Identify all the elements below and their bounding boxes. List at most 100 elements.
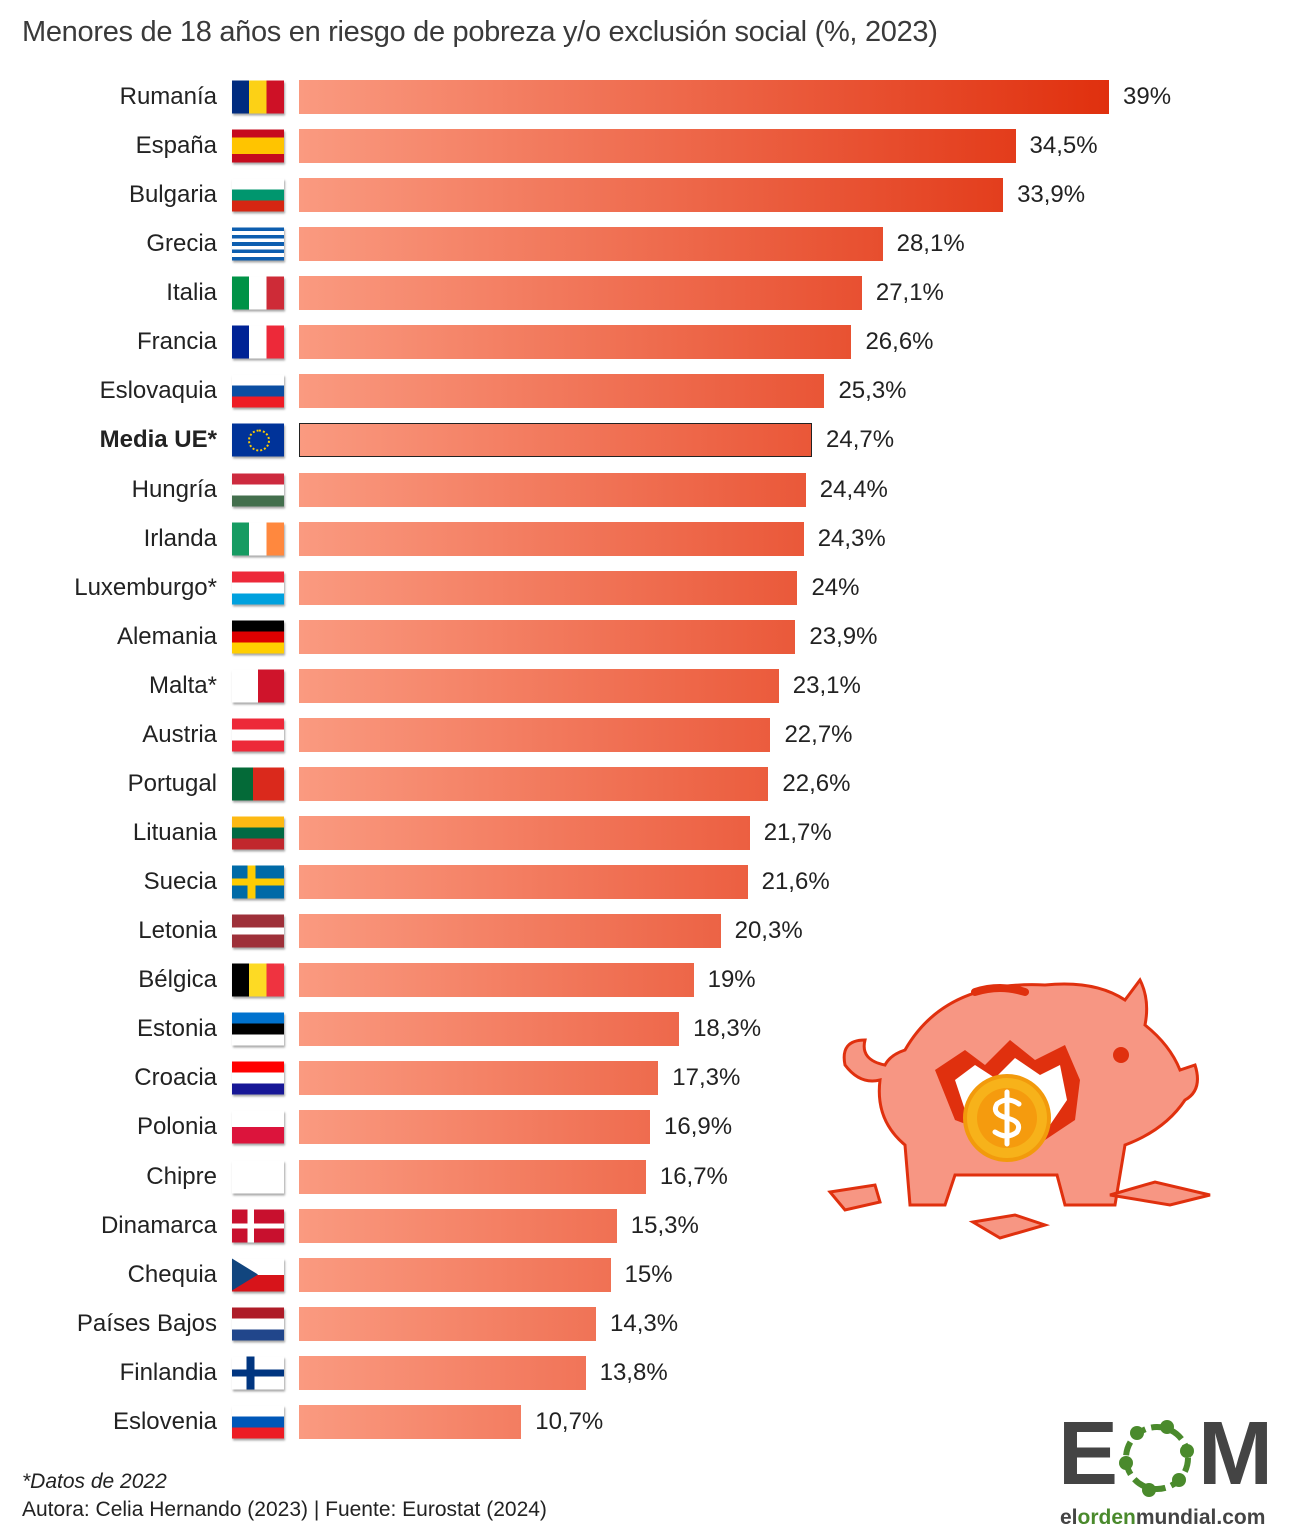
bar bbox=[299, 816, 750, 851]
bar bbox=[299, 80, 1109, 114]
bar bbox=[299, 178, 1004, 213]
broken-piggy-bank-illustration bbox=[827, 977, 1211, 1240]
bar bbox=[299, 423, 812, 458]
flag-poland-icon bbox=[232, 1110, 284, 1144]
logo-url: elordenmundial.com bbox=[1060, 1506, 1266, 1529]
bar bbox=[299, 1306, 596, 1341]
category-label: Países Bajos bbox=[76, 1309, 217, 1337]
category-label: Finlandia bbox=[119, 1358, 217, 1386]
logo-letter-e: E bbox=[1058, 1412, 1119, 1496]
category-label: Hungría bbox=[131, 475, 217, 503]
category-label: Media UE* bbox=[99, 426, 217, 454]
category-label: Letonia bbox=[138, 917, 217, 945]
category-label: Eslovenia bbox=[112, 1407, 217, 1435]
bar bbox=[299, 619, 796, 654]
value-label: 39% bbox=[1123, 83, 1172, 110]
flag-slovakia-icon bbox=[232, 374, 284, 408]
flag-lithuania-icon bbox=[232, 816, 284, 850]
bar bbox=[299, 1110, 650, 1145]
category-label: Chequia bbox=[127, 1260, 217, 1288]
category-label: Estonia bbox=[136, 1015, 217, 1043]
category-label: Grecia bbox=[146, 230, 217, 258]
value-label: 23,9% bbox=[809, 622, 878, 650]
value-label: 24,7% bbox=[826, 426, 895, 454]
value-label: 19% bbox=[707, 966, 756, 994]
eom-logo: E M elordenmundial.com bbox=[1058, 1412, 1288, 1532]
value-label: 22,6% bbox=[782, 769, 851, 797]
flag-spain-icon bbox=[232, 129, 284, 163]
flag-latvia-icon bbox=[232, 914, 284, 948]
bar bbox=[299, 374, 825, 409]
value-label: 27,1% bbox=[875, 279, 944, 307]
value-label: 23,1% bbox=[792, 671, 861, 699]
flag-hungary-icon bbox=[232, 473, 284, 507]
value-label: 16,9% bbox=[664, 1113, 733, 1141]
value-label: 24% bbox=[811, 573, 860, 601]
bar bbox=[299, 227, 883, 262]
bar bbox=[299, 668, 779, 703]
bar bbox=[299, 717, 771, 752]
flag-slovenia-icon bbox=[232, 1405, 284, 1439]
bar bbox=[299, 914, 721, 949]
category-label: Italia bbox=[166, 279, 217, 307]
flag-sweden-icon bbox=[232, 865, 284, 899]
value-label: 34,5% bbox=[1029, 132, 1098, 160]
category-label: Austria bbox=[142, 720, 217, 748]
bar bbox=[299, 865, 748, 900]
value-label: 20,3% bbox=[734, 917, 803, 945]
flag-germany-icon bbox=[232, 620, 284, 654]
category-label: Polonia bbox=[136, 1113, 217, 1141]
flag-finland-icon bbox=[232, 1356, 284, 1390]
category-label: Lituania bbox=[132, 819, 217, 847]
flag-luxembourg-icon bbox=[232, 571, 284, 605]
flag-malta-icon bbox=[232, 669, 284, 703]
logo-ring-icon bbox=[1119, 1420, 1194, 1497]
category-label: Suecia bbox=[143, 868, 217, 896]
bar bbox=[299, 1061, 659, 1096]
bar bbox=[299, 1355, 586, 1390]
value-label: 15% bbox=[624, 1260, 673, 1288]
bar bbox=[299, 1012, 680, 1047]
bar bbox=[299, 472, 806, 507]
flag-eu-icon bbox=[232, 423, 284, 457]
value-label: 14,3% bbox=[610, 1309, 679, 1337]
category-label: Bélgica bbox=[138, 966, 217, 994]
value-label: 26,6% bbox=[865, 328, 934, 356]
category-label: España bbox=[135, 132, 217, 160]
flag-croatia-icon bbox=[232, 1061, 284, 1095]
category-label: Chipre bbox=[146, 1162, 217, 1190]
flag-france-icon bbox=[232, 325, 284, 359]
value-label: 24,3% bbox=[817, 524, 886, 552]
bar bbox=[299, 1257, 611, 1292]
flag-cyprus-icon bbox=[232, 1160, 284, 1194]
category-label: Alemania bbox=[116, 622, 217, 650]
bar bbox=[299, 766, 769, 801]
flag-ireland-icon bbox=[232, 522, 284, 556]
category-label: Bulgaria bbox=[128, 181, 217, 209]
bar bbox=[299, 1159, 646, 1194]
flag-austria-icon bbox=[232, 718, 284, 752]
bar bbox=[299, 521, 804, 556]
logo-letter-m: M bbox=[1198, 1412, 1273, 1496]
category-label: Luxemburgo* bbox=[74, 573, 217, 601]
value-label: 17,3% bbox=[672, 1064, 741, 1092]
value-label: 24,4% bbox=[819, 475, 888, 503]
category-label: Portugal bbox=[127, 769, 217, 797]
value-label: 16,7% bbox=[659, 1162, 728, 1190]
value-label: 21,7% bbox=[763, 819, 832, 847]
bar bbox=[299, 963, 694, 998]
value-label: 28,1% bbox=[896, 230, 965, 258]
flag-greece-icon bbox=[232, 227, 284, 261]
bar bbox=[299, 325, 852, 360]
category-label: Eslovaquia bbox=[99, 377, 217, 405]
value-label: 15,3% bbox=[630, 1211, 699, 1239]
footnote: *Datos de 2022 bbox=[22, 1470, 167, 1493]
category-label: Francia bbox=[136, 328, 217, 356]
category-label: Irlanda bbox=[143, 524, 217, 552]
flag-estonia-icon bbox=[232, 1012, 284, 1046]
value-label: 25,3% bbox=[838, 377, 907, 405]
flag-czechia-icon bbox=[232, 1258, 284, 1292]
value-label: 22,7% bbox=[784, 720, 853, 748]
